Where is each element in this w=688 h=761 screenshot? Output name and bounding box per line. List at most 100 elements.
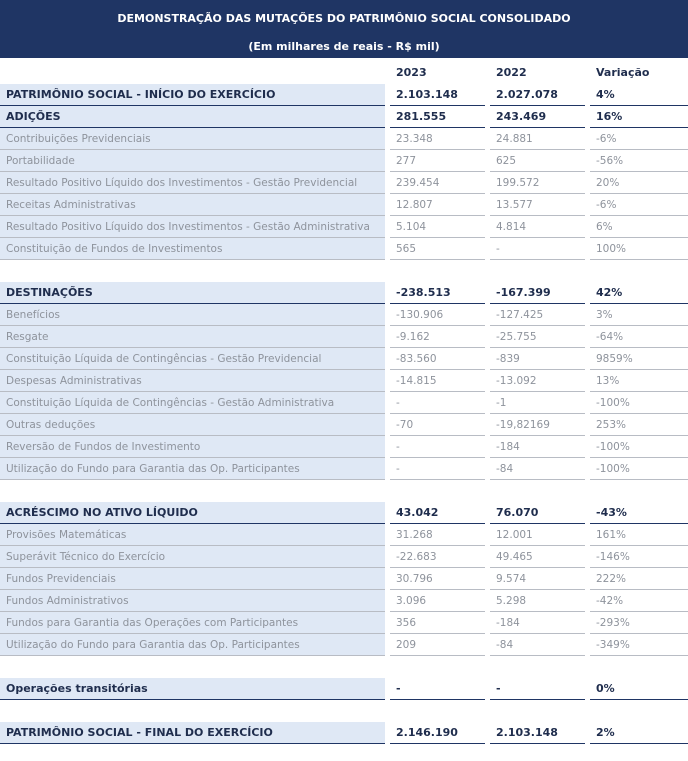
item-row-cell: 239.454 [390, 172, 485, 194]
item-row-cell: Utilização do Fundo para Garantia das Op… [0, 634, 385, 656]
item-row-cell: Utilização do Fundo para Garantia das Op… [0, 458, 385, 480]
item-row-cell: 5.104 [390, 216, 485, 238]
section-row-cell: 2.103.148 [490, 722, 585, 744]
item-row-cell: 23.348 [390, 128, 485, 150]
column-header: 2022 [496, 66, 527, 79]
section-row-cell: PATRIMÔNIO SOCIAL - FINAL DO EXERCÍCIO [0, 722, 385, 744]
item-row-cell: Resultado Positivo Líquido dos Investime… [0, 172, 385, 194]
section-row-cell: 0% [590, 678, 688, 700]
section-row-cell: 16% [590, 106, 688, 128]
section-row-cell: -167.399 [490, 282, 585, 304]
item-row-cell: -64% [590, 326, 688, 348]
item-row-cell: -84 [490, 458, 585, 480]
column-header: Variação [596, 66, 650, 79]
item-row-cell: 30.796 [390, 568, 485, 590]
item-row-cell: -6% [590, 128, 688, 150]
item-row-cell: -184 [490, 612, 585, 634]
item-row-cell: 49.465 [490, 546, 585, 568]
item-row-cell: 277 [390, 150, 485, 172]
item-row-cell: -293% [590, 612, 688, 634]
item-row-cell: 5.298 [490, 590, 585, 612]
item-row-cell: -146% [590, 546, 688, 568]
item-row-cell: 3% [590, 304, 688, 326]
item-row-cell: 222% [590, 568, 688, 590]
item-row-cell: 209 [390, 634, 485, 656]
item-row-cell: Fundos Administrativos [0, 590, 385, 612]
item-row-cell: - [390, 436, 485, 458]
section-row-cell: 2.146.190 [390, 722, 485, 744]
item-row-cell: Resgate [0, 326, 385, 348]
section-row-cell: 2.027.078 [490, 84, 585, 106]
item-row-cell: Constituição Líquida de Contingências - … [0, 348, 385, 370]
item-row-cell: Provisões Matemáticas [0, 524, 385, 546]
item-row-cell: -349% [590, 634, 688, 656]
item-row-cell: -70 [390, 414, 485, 436]
item-row-cell: 13% [590, 370, 688, 392]
item-row-cell: -9.162 [390, 326, 485, 348]
item-row-cell: -839 [490, 348, 585, 370]
item-row-cell: 12.807 [390, 194, 485, 216]
item-row-cell: 3.096 [390, 590, 485, 612]
section-row-cell: ADIÇÕES [0, 106, 385, 128]
section-row-cell: Operações transitórias [0, 678, 385, 700]
section-row-cell: 42% [590, 282, 688, 304]
item-row-cell: -42% [590, 590, 688, 612]
section-row-cell: DESTINAÇÕES [0, 282, 385, 304]
item-row-cell: 6% [590, 216, 688, 238]
item-row-cell: 9859% [590, 348, 688, 370]
header-band: DEMONSTRAÇÃO DAS MUTAÇÕES DO PATRIMÔNIO … [0, 0, 688, 58]
item-row-cell: Receitas Administrativas [0, 194, 385, 216]
section-row-cell: 76.070 [490, 502, 585, 524]
section-row-cell: 2% [590, 722, 688, 744]
item-row-cell: Constituição de Fundos de Investimentos [0, 238, 385, 260]
item-row-cell: Reversão de Fundos de Investimento [0, 436, 385, 458]
item-row-cell: - [490, 238, 585, 260]
item-row-cell: 9.574 [490, 568, 585, 590]
section-row-cell: 43.042 [390, 502, 485, 524]
item-row-cell: -22.683 [390, 546, 485, 568]
item-row-cell: 625 [490, 150, 585, 172]
item-row-cell: 13.577 [490, 194, 585, 216]
item-row-cell: 100% [590, 238, 688, 260]
item-row-cell: 161% [590, 524, 688, 546]
item-row-cell: -100% [590, 436, 688, 458]
item-row-cell: -13.092 [490, 370, 585, 392]
item-row-cell: Fundos Previdenciais [0, 568, 385, 590]
item-row-cell: 12.001 [490, 524, 585, 546]
item-row-cell: 253% [590, 414, 688, 436]
item-row-cell: -100% [590, 458, 688, 480]
item-row-cell: 199.572 [490, 172, 585, 194]
section-row-cell: 243.469 [490, 106, 585, 128]
section-row-cell: PATRIMÔNIO SOCIAL - INÍCIO DO EXERCÍCIO [0, 84, 385, 106]
item-row-cell: Constituição Líquida de Contingências - … [0, 392, 385, 414]
item-row-cell: -130.906 [390, 304, 485, 326]
subtitle: (Em milhares de reais - R$ mil) [248, 40, 440, 53]
item-row-cell: -83.560 [390, 348, 485, 370]
section-row-cell: 281.555 [390, 106, 485, 128]
item-row-cell: 24.881 [490, 128, 585, 150]
item-row-cell: Resultado Positivo Líquido dos Investime… [0, 216, 385, 238]
section-row-cell: - [390, 678, 485, 700]
item-row-cell: 356 [390, 612, 485, 634]
item-row-cell: - [390, 458, 485, 480]
item-row-cell: Outras deduções [0, 414, 385, 436]
item-row-cell: 565 [390, 238, 485, 260]
section-row-cell: 4% [590, 84, 688, 106]
item-row-cell: -6% [590, 194, 688, 216]
item-row-cell: -19,82169 [490, 414, 585, 436]
item-row-cell: Portabilidade [0, 150, 385, 172]
item-row-cell: 31.268 [390, 524, 485, 546]
item-row-cell: -127.425 [490, 304, 585, 326]
item-row-cell: -184 [490, 436, 585, 458]
item-row-cell: -1 [490, 392, 585, 414]
item-row-cell: Fundos para Garantia das Operações com P… [0, 612, 385, 634]
item-row-cell: Superávit Técnico do Exercício [0, 546, 385, 568]
item-row-cell: -14.815 [390, 370, 485, 392]
item-row-cell: -100% [590, 392, 688, 414]
item-row-cell: 20% [590, 172, 688, 194]
section-row-cell: -43% [590, 502, 688, 524]
item-row-cell: -25.755 [490, 326, 585, 348]
column-header: 2023 [396, 66, 427, 79]
item-row-cell: -84 [490, 634, 585, 656]
